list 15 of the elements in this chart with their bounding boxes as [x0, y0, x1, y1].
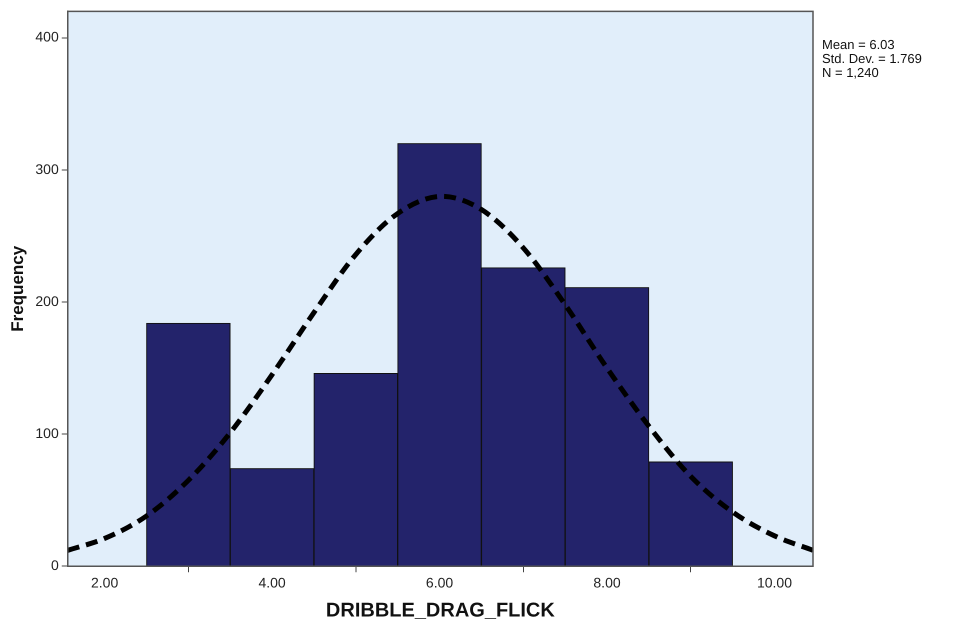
y-tick-label: 100	[35, 424, 59, 441]
x-tick-label: 4.00	[258, 574, 286, 590]
y-tick-label: 400	[35, 28, 59, 45]
text: N = 1,240	[822, 65, 880, 80]
x-axis-title: DRIBBLE_DRAG_FLICK	[326, 600, 556, 622]
x-tick-label: 2.00	[90, 574, 118, 590]
y-tick-label: 0	[50, 557, 59, 574]
x-tick-label: 6.00	[426, 574, 454, 590]
x-tick-label: 8.00	[593, 574, 621, 590]
text: Std. Dev. = 1.769	[822, 51, 922, 66]
x-tick-label: 10.00	[756, 574, 792, 590]
text: Mean = 6.03	[822, 37, 896, 52]
y-tick-label: 300	[35, 160, 59, 177]
y-tick-label: 200	[35, 292, 59, 309]
y-axis-title: Frequency	[8, 245, 27, 332]
